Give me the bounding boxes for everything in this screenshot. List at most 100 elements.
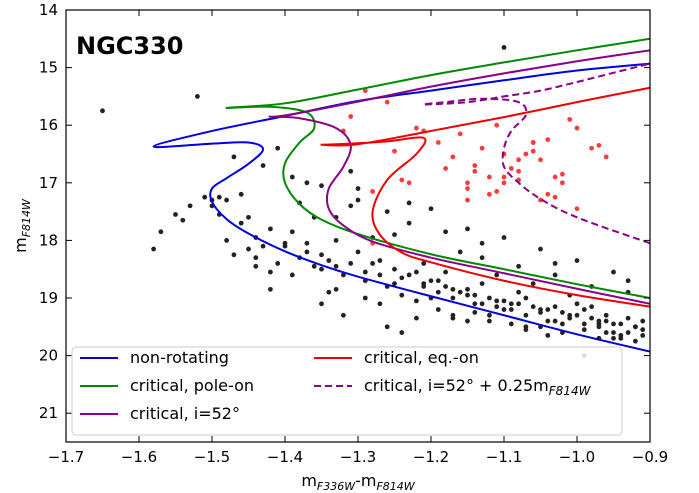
star-point [508, 321, 514, 327]
star-point [355, 249, 361, 255]
star-point [224, 238, 230, 243]
star-point [253, 255, 259, 261]
star-point [319, 301, 324, 307]
star-point [348, 203, 354, 209]
star-point [260, 243, 266, 249]
red-star-point [603, 154, 609, 160]
star-point [348, 168, 354, 174]
y-tick-label: 18 [39, 231, 58, 249]
star-point [560, 310, 565, 315]
legend-label: critical, i=52° [130, 404, 240, 423]
star-point [494, 304, 500, 310]
x-tick-label: −1.1 [486, 448, 522, 466]
red-star-point [487, 191, 492, 197]
star-point [282, 240, 288, 246]
star-point [341, 312, 346, 318]
star-point [421, 261, 427, 266]
star-point [180, 217, 186, 223]
star-point [333, 238, 339, 243]
star-point [202, 194, 208, 200]
star-point [428, 206, 434, 212]
star-point [238, 220, 244, 226]
red-star-point [472, 163, 478, 168]
star-point [319, 252, 324, 258]
y-axis: 14 15 16 17 18 19 20 21 [39, 1, 650, 422]
star-point [399, 330, 405, 335]
star-point [574, 312, 580, 318]
red-star-point [501, 180, 507, 186]
star-point [399, 275, 405, 281]
star-point [246, 214, 251, 220]
star-point [443, 229, 448, 235]
star-point [574, 258, 580, 263]
red-star-point [435, 140, 441, 145]
star-point [530, 281, 536, 286]
star-point [508, 301, 514, 307]
star-point [246, 246, 251, 252]
legend-label: critical, eq.-on [364, 348, 479, 367]
star-point [362, 269, 368, 275]
star-point [516, 263, 521, 269]
x-tick-label: −1.0 [559, 448, 595, 466]
star-point [545, 333, 551, 338]
star-point [187, 203, 193, 209]
series-line-3 [320, 86, 650, 308]
star-point [625, 330, 631, 335]
red-star-point [552, 174, 558, 180]
star-point [224, 197, 230, 203]
star-point [611, 321, 616, 327]
star-point [574, 301, 580, 307]
star-point [465, 226, 470, 232]
y-tick-label: 16 [39, 116, 58, 134]
star-point [362, 295, 368, 301]
star-point [618, 335, 624, 341]
star-point [545, 318, 551, 324]
star-point [333, 263, 339, 269]
series-line-1 [225, 37, 650, 299]
star-point [465, 318, 470, 324]
star-point [501, 307, 507, 312]
star-point [472, 292, 478, 298]
legend-label: non-rotating [130, 348, 229, 367]
red-star-point [589, 145, 594, 151]
series-line-2 [268, 49, 650, 305]
star-point [457, 249, 463, 255]
star-point [501, 45, 507, 50]
y-tick-label: 19 [39, 289, 58, 307]
star-point [304, 180, 310, 186]
red-star-point [567, 117, 573, 122]
star-point [392, 281, 397, 286]
star-point [151, 246, 157, 252]
star-point [581, 307, 587, 312]
star-point [633, 338, 638, 344]
star-point [450, 295, 456, 301]
x-tick-label: −1.6 [121, 448, 157, 466]
red-star-point [472, 168, 478, 174]
red-star-point [596, 142, 602, 148]
star-point [414, 298, 419, 304]
star-point [406, 200, 412, 206]
star-point [450, 315, 456, 321]
red-star-point [406, 180, 412, 186]
y-tick-label: 15 [39, 59, 58, 77]
red-star-point [501, 174, 507, 180]
star-point [516, 301, 521, 307]
star-point [406, 272, 412, 278]
star-point [552, 304, 558, 310]
x-tick-label: −1.2 [413, 448, 449, 466]
star-point [231, 154, 237, 160]
star-point [611, 269, 616, 275]
star-point [289, 174, 295, 180]
red-star-point [479, 145, 485, 151]
red-star-point [362, 88, 368, 94]
star-point [421, 284, 427, 289]
series-line-4 [422, 62, 650, 245]
star-point [435, 307, 441, 312]
star-point [501, 235, 507, 240]
red-star-point [552, 194, 558, 200]
red-star-point [574, 125, 580, 131]
star-point [611, 335, 616, 341]
star-point [611, 330, 616, 335]
star-point [216, 194, 222, 200]
star-point [523, 312, 529, 318]
